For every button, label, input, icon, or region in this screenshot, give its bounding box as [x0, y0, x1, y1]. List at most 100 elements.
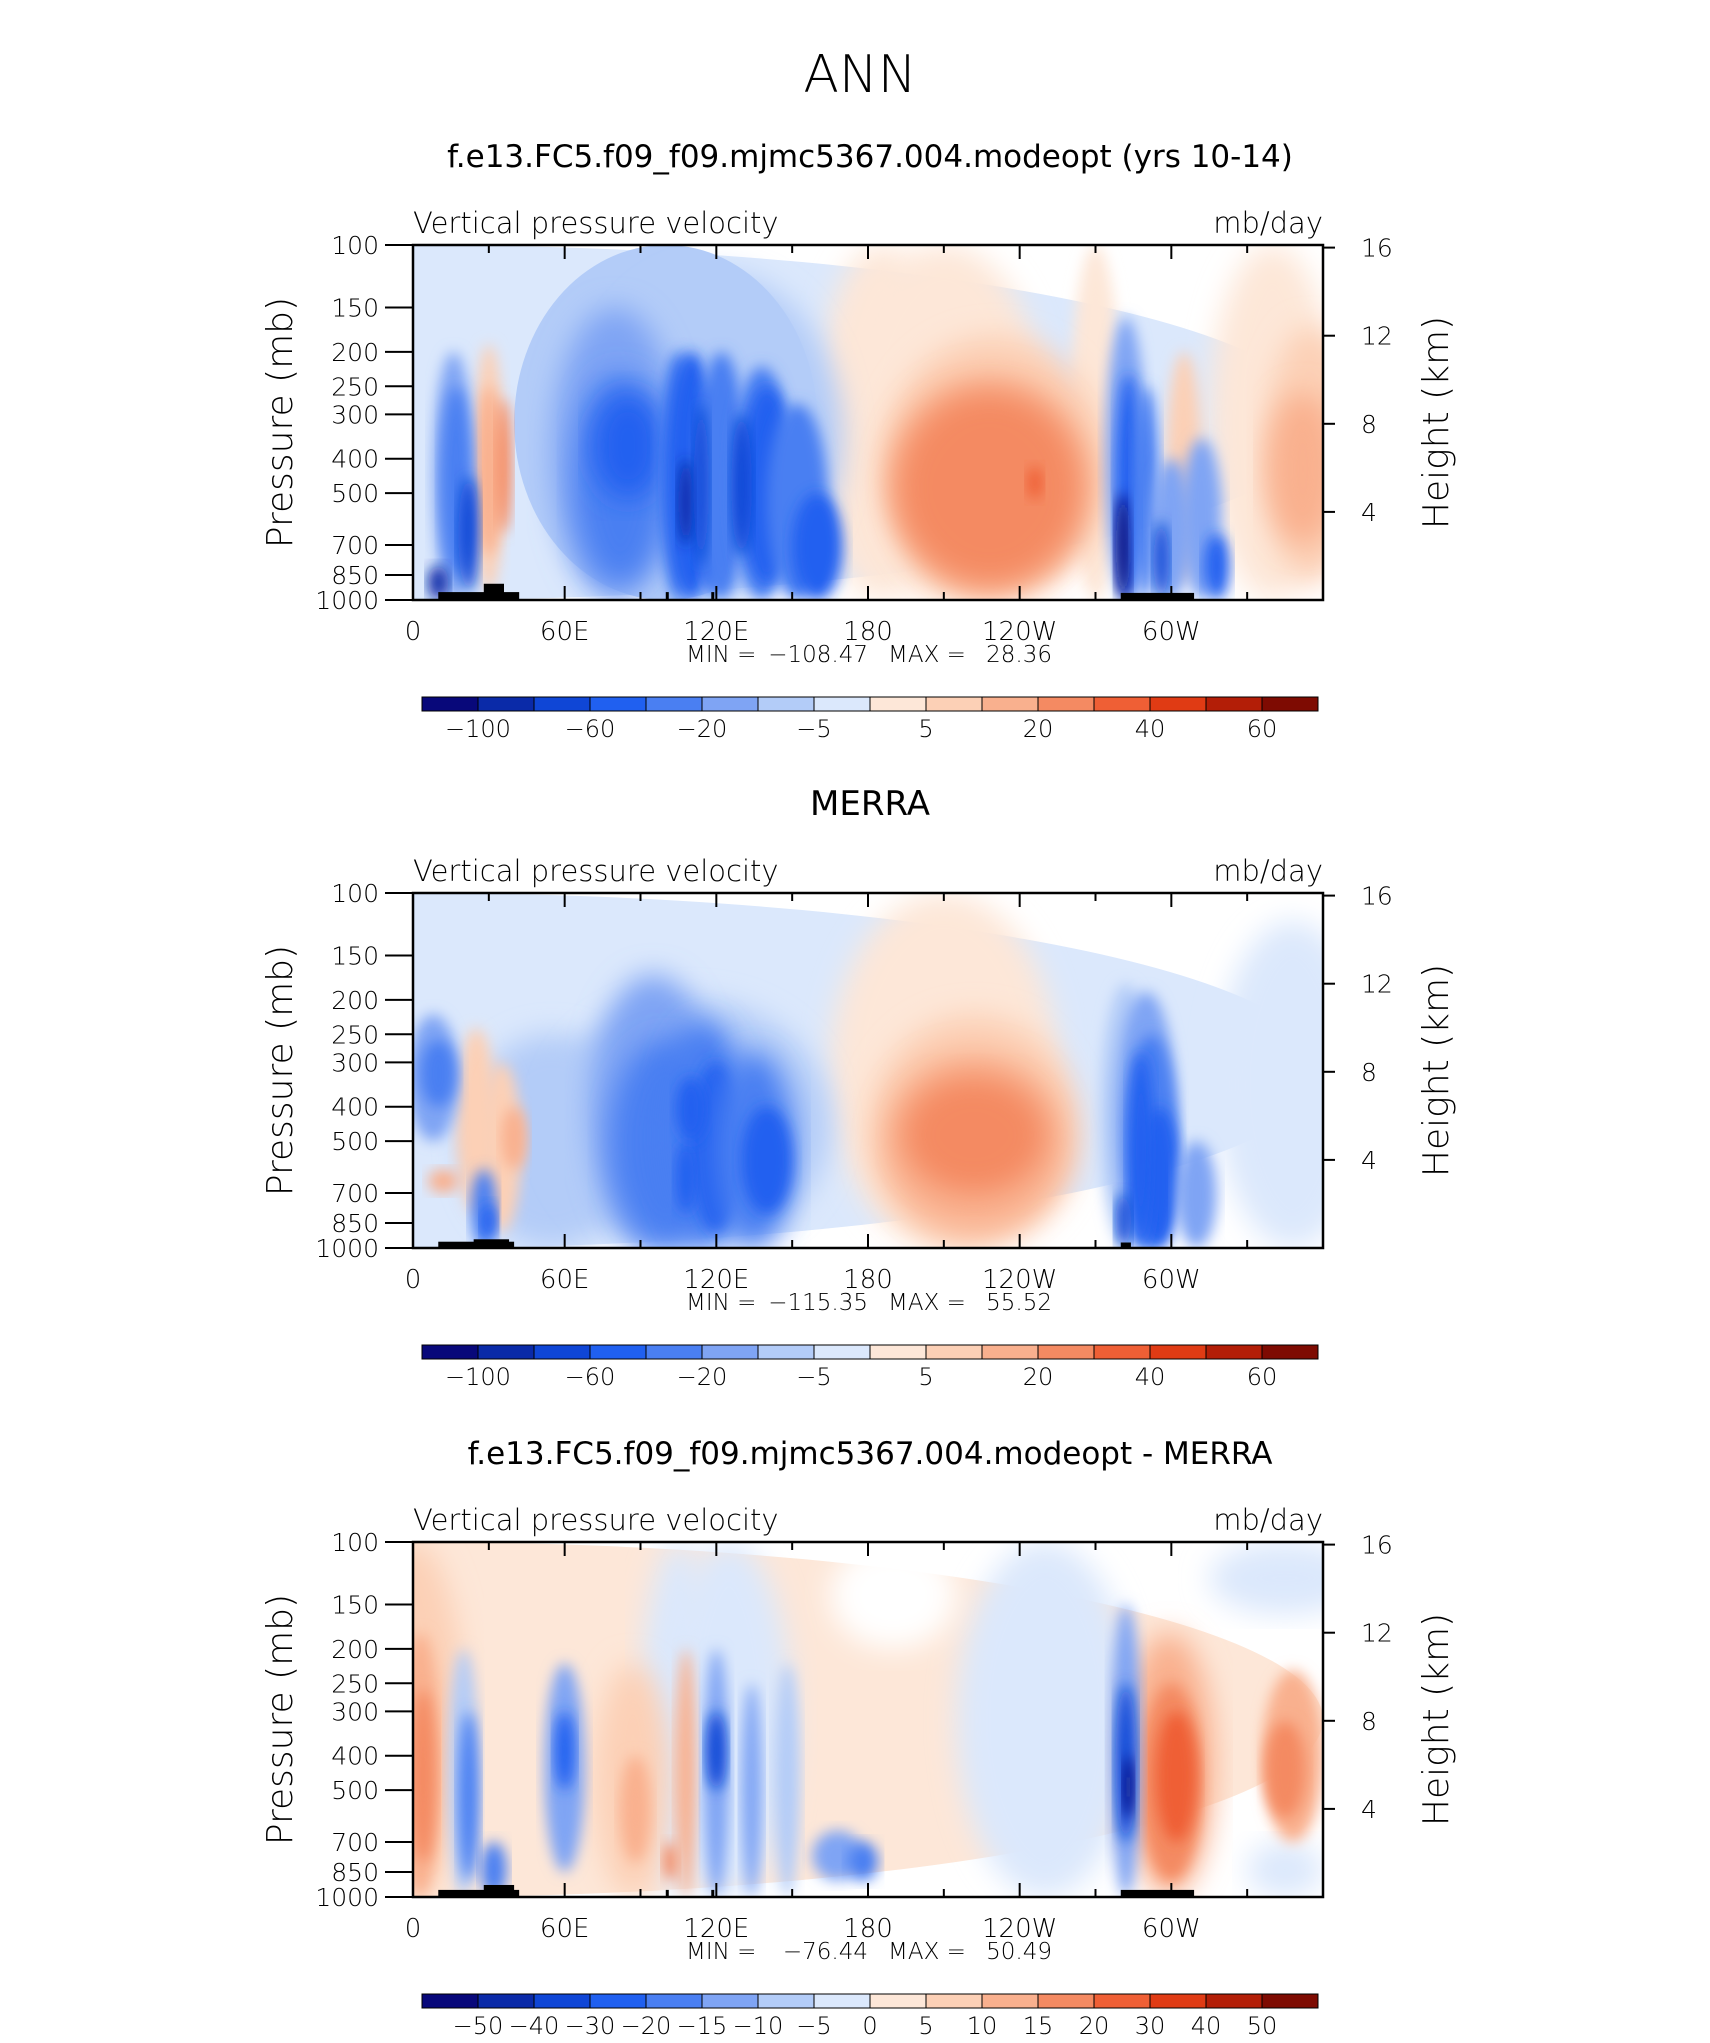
colorbar-tick-label: −5 [796, 715, 831, 743]
y2-tick-label: 16 [1361, 882, 1393, 911]
colorbar-box [701, 1993, 759, 2009]
contour-region [956, 1542, 1134, 1897]
x-tick-label: 60E [540, 617, 590, 647]
contour-field [413, 893, 1323, 1248]
page-title: ANN [803, 45, 916, 105]
chart-panel-2: MERRA Vertical pressure velocity mb/day 0 60… [260, 784, 1457, 1391]
colorbar-box [981, 1344, 1039, 1360]
y-axis-label: Pressure (mb) [260, 297, 301, 548]
contour-region [1176, 1141, 1217, 1248]
colorbar-tick-label: −60 [565, 1363, 616, 1391]
x-tick-label: 0 [405, 617, 422, 647]
y-tick-label: 150 [331, 294, 379, 323]
contour-region [420, 1040, 456, 1107]
colorbar-tick-label: −5 [796, 1363, 831, 1391]
y2-axis-label: Height (km) [1416, 316, 1457, 529]
colorbar-box [757, 696, 815, 712]
x-tick-label: 60W [1142, 617, 1201, 647]
colorbar-box [477, 1993, 535, 2009]
colorbar-box [589, 1344, 647, 1360]
contour-region [675, 1648, 697, 1897]
y-tick-label: 400 [331, 1093, 379, 1122]
y-tick-label: 200 [331, 986, 379, 1015]
contour-region [428, 1169, 459, 1194]
contour-region [1123, 1755, 1134, 1819]
y-tick-label: 1000 [315, 1883, 379, 1912]
y-tick-label: 500 [331, 1127, 379, 1156]
colorbar-tick-label: 40 [1135, 1363, 1166, 1391]
contour-region [903, 1077, 1045, 1194]
colorbar-tick-label: 30 [1135, 2012, 1166, 2038]
colorbar-tick-label: −60 [565, 715, 616, 743]
colorbar-tick-label: −10 [733, 2012, 784, 2038]
colorbar-box [981, 1993, 1039, 2009]
y-tick-label: 250 [331, 372, 379, 401]
colorbar-tick-label: −30 [565, 2012, 616, 2038]
topography-mask [711, 1889, 715, 1897]
colorbar-box [1149, 696, 1207, 712]
max-label: MAX = [888, 1290, 966, 1316]
contour-field [413, 245, 1323, 600]
colorbar: −50 −40 −30 −20 −15 −10 −5 0 5 10 15 20 30 40 50 [421, 1993, 1319, 2040]
colorbar-box [869, 1993, 927, 2009]
colorbar-tick-label: 0 [862, 2012, 877, 2038]
colorbar-box [1261, 696, 1319, 712]
colorbar-box [1037, 696, 1095, 712]
contour-region [592, 392, 664, 500]
colorbar-tick-label: 10 [967, 2012, 998, 2038]
y2-tick-label: 8 [1361, 1707, 1377, 1736]
y2-axis-label: Height (km) [1416, 1613, 1457, 1826]
colorbar-box [589, 696, 647, 712]
colorbar-tick-label: 5 [918, 2012, 933, 2038]
y2-tick-label: 8 [1361, 410, 1377, 439]
topography-mask [1120, 1889, 1195, 1897]
contour-region [741, 1106, 793, 1214]
contour-region [620, 1755, 651, 1863]
colorbar-box [1093, 1344, 1151, 1360]
colorbar-box [925, 1344, 983, 1360]
contour-region [696, 351, 747, 600]
x-tick-label: 60E [540, 1914, 590, 1944]
chart-title: f.e13.FC5.f09_f09.mjmc5367.004.modeopt -… [468, 1436, 1273, 1472]
contour-region [481, 1203, 497, 1241]
colorbar-box [533, 1344, 591, 1360]
contour-region [476, 386, 502, 556]
colorbar-box [477, 696, 535, 712]
x-tick-label: 120E [683, 1914, 749, 1944]
contour-region [428, 565, 449, 600]
colorbar-box [421, 1993, 479, 2009]
y-tick-label: 850 [331, 1858, 379, 1887]
chart-panel-1: f.e13.FC5.f09_f09.mjmc5367.004.modeopt (… [260, 139, 1457, 743]
colorbar-box [1149, 1993, 1207, 2009]
y2-tick-label: 16 [1361, 1531, 1393, 1560]
colorbar-box [533, 1993, 591, 2009]
y-tick-label: 300 [331, 400, 379, 429]
y2-tick-label: 4 [1361, 1146, 1377, 1175]
colorbar-box [1205, 1993, 1263, 2009]
colorbar-box [533, 696, 591, 712]
y-tick-label: 700 [331, 1179, 379, 1208]
min-value: −108.47 [768, 642, 868, 668]
contour-region [1267, 392, 1323, 545]
topography-mask [483, 1884, 515, 1897]
topography-mask [438, 592, 520, 600]
x-tick-label: 60W [1142, 1265, 1201, 1295]
contour-region [413, 1689, 436, 1863]
y-tick-label: 100 [331, 231, 379, 260]
contour-region [1128, 1051, 1154, 1248]
colorbar-box [925, 1993, 983, 2009]
units-label: mb/day [1213, 854, 1323, 888]
y-tick-label: 500 [331, 479, 379, 508]
contour-region [1216, 921, 1323, 1248]
x-tick-label: 180 [843, 617, 893, 647]
colorbar-box [1093, 696, 1151, 712]
contour-region [731, 414, 752, 556]
max-value: 55.52 [986, 1290, 1052, 1316]
max-value: 28.36 [986, 642, 1052, 668]
y-tick-label: 1000 [315, 586, 379, 615]
y2-axis-label: Height (km) [1416, 964, 1457, 1177]
x-tick-label: 120E [683, 1265, 749, 1295]
contour-field [413, 1542, 1323, 1897]
colorbar-box [1037, 1344, 1095, 1360]
